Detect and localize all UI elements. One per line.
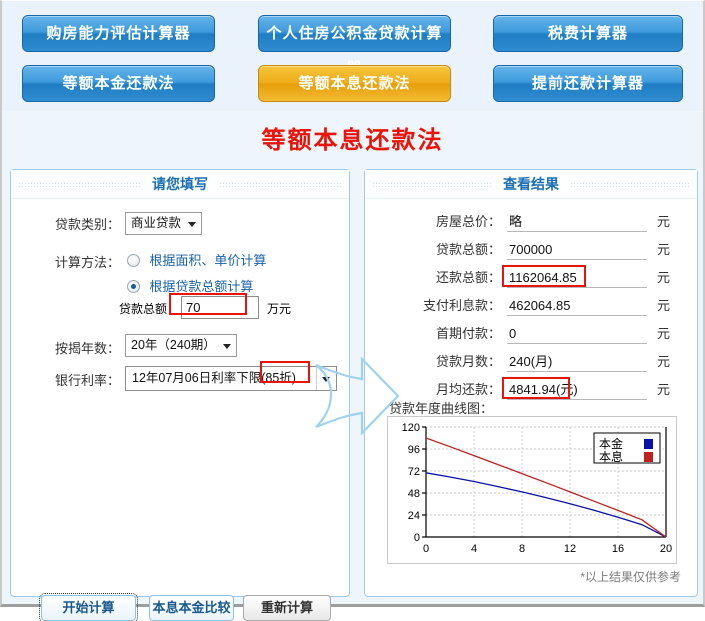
results-panel-title: 查看结果 — [493, 176, 569, 192]
calc-method-option-2-label[interactable]: 根据贷款总额计算 — [149, 279, 254, 294]
svg-text:48: 48 — [408, 488, 420, 500]
svg-text:12: 12 — [564, 543, 576, 555]
calc-method-option-2[interactable]: 根据贷款总额计算 — [127, 276, 253, 295]
svg-text:20: 20 — [660, 543, 672, 555]
svg-text:16: 16 — [612, 543, 624, 555]
years-label: 按揭年数： — [55, 341, 121, 356]
result-row-down-payment: 首期付款： 0 元 — [365, 324, 697, 348]
results-panel: 查看结果 房屋总价： 略 元 贷款总额： 700000 元 还款总额： 1162… — [364, 169, 698, 597]
svg-text:本息: 本息 — [599, 449, 623, 464]
result-value-interest: 462064.85 — [507, 296, 647, 316]
reset-button[interactable]: 重新计算 — [243, 595, 331, 621]
result-label: 首期付款： — [435, 326, 501, 341]
loan-total-unit: 万元 — [267, 302, 292, 316]
result-label: 支付利息款： — [422, 298, 501, 313]
chevron-down-icon — [222, 344, 231, 349]
bank-rate-select-arrow[interactable] — [316, 367, 336, 390]
calc-method-label: 计算方法： — [55, 255, 121, 270]
chevron-down-icon — [188, 222, 197, 227]
result-row-loan-amount: 贷款总额： 700000 元 — [365, 240, 697, 264]
svg-text:120: 120 — [402, 422, 420, 434]
result-label: 月均还款： — [435, 382, 501, 397]
chart-caption: 贷款年度曲线图： — [389, 401, 494, 416]
result-row-total-price: 房屋总价： 略 元 — [365, 212, 697, 236]
svg-text:24: 24 — [408, 510, 420, 522]
page-title: 等额本息还款法 — [261, 127, 444, 154]
loan-type-select-wrap[interactable]: 商业贷款 — [125, 212, 203, 235]
svg-text:8: 8 — [519, 543, 525, 555]
svg-text:4: 4 — [471, 543, 477, 555]
calc-method-row: 计算方法： — [55, 252, 120, 271]
flow-arrow-icon — [315, 356, 400, 436]
svg-text:0: 0 — [423, 543, 429, 555]
result-value-loan-amount: 700000 — [507, 240, 647, 260]
rate-row: 银行利率： — [55, 370, 120, 389]
rate-label: 银行利率： — [55, 373, 121, 388]
form-panel-header: 请您填写 — [11, 170, 349, 199]
result-unit: 元 — [657, 214, 671, 229]
chevron-down-icon — [322, 377, 330, 382]
loan-type-select-value: 商业贷款 — [131, 216, 182, 230]
input-form-panel: 请您填写 贷款类别： 商业贷款 计算方法： 根据面积、单价计算 根据贷款总额计算… — [10, 169, 350, 621]
svg-text:0: 0 — [414, 532, 420, 544]
calculator-nav-bar: 购房能力评估计算器 个人住房公积金贷款计算器 税费计算器 等额本金还款法 等额本… — [2, 1, 703, 111]
result-value-monthly-payment: 4841.94(元) — [507, 380, 647, 400]
result-label: 房屋总价： — [435, 214, 501, 229]
result-row-total-repayment: 还款总额： 1162064.85 元 — [365, 268, 697, 292]
calc-method-option-1[interactable]: 根据面积、单价计算 — [127, 250, 266, 269]
result-row-interest: 支付利息款： 462064.85 元 — [365, 296, 697, 320]
nav-button-equal-installment-active[interactable]: 等额本息还款法 — [258, 65, 451, 102]
years-select-value: 20年（240期） — [131, 338, 216, 352]
result-value-total-price: 略 — [507, 212, 647, 232]
nav-button-equal-principal[interactable]: 等额本金还款法 — [22, 65, 215, 102]
start-calculate-button[interactable]: 开始计算 — [39, 593, 138, 621]
result-label: 还款总额： — [435, 270, 501, 285]
nav-button-tax[interactable]: 税费计算器 — [493, 15, 683, 52]
radio-by-area-price[interactable] — [127, 254, 140, 267]
nav-button-housing-fund-loan[interactable]: 个人住房公积金贷款计算器 — [258, 15, 451, 77]
svg-text:72: 72 — [408, 466, 420, 478]
result-value-months: 240(月) — [507, 352, 647, 372]
bank-rate-select-value: 12年07月06日利率下限(85折) — [132, 371, 296, 385]
bank-rate-select[interactable]: 12年07月06日利率下限(85折) — [125, 366, 337, 391]
loan-type-label: 贷款类别： — [55, 217, 121, 232]
result-value-total-repayment: 1162064.85 — [507, 268, 647, 288]
radio-by-loan-total[interactable] — [127, 280, 140, 293]
loan-total-label: 贷款总额 — [119, 302, 168, 316]
result-unit: 元 — [657, 242, 671, 257]
loan-total-input[interactable] — [181, 296, 259, 319]
result-row-monthly-payment: 月均还款： 4841.94(元) 元 — [365, 380, 697, 404]
results-panel-header: 查看结果 — [365, 170, 697, 199]
result-unit: 元 — [657, 382, 671, 397]
result-unit: 元 — [657, 298, 671, 313]
calc-method-option-1-label[interactable]: 根据面积、单价计算 — [149, 253, 267, 268]
result-unit: 元 — [657, 326, 671, 341]
years-row: 按揭年数： — [55, 338, 120, 357]
loan-yearly-curve-chart: 0 24 48 72 96 120 0 4 8 12 16 20 本金 本息 — [387, 416, 677, 564]
result-unit: 元 — [657, 270, 671, 285]
result-row-months: 贷款月数： 240(月) 元 — [365, 352, 697, 376]
years-select[interactable]: 20年（240期） — [125, 334, 237, 357]
result-value-down-payment: 0 — [507, 324, 647, 344]
result-label: 贷款总额： — [435, 242, 501, 257]
svg-text:96: 96 — [408, 444, 420, 456]
nav-button-prepayment[interactable]: 提前还款计算器 — [493, 65, 683, 102]
form-panel-title: 请您填写 — [142, 176, 218, 192]
svg-text:本金: 本金 — [599, 436, 623, 451]
loan-type-row: 贷款类别： — [55, 214, 120, 233]
result-unit: 元 — [657, 354, 671, 369]
loan-type-select[interactable]: 商业贷款 — [125, 212, 203, 235]
result-label: 贷款月数： — [435, 354, 501, 369]
results-footnote: *以上结果仅供参考 — [580, 570, 681, 584]
compare-button[interactable]: 本息本金比较 — [149, 595, 234, 621]
nav-button-affordability[interactable]: 购房能力评估计算器 — [22, 15, 215, 52]
years-select-wrap[interactable]: 20年（240期） — [125, 334, 237, 357]
